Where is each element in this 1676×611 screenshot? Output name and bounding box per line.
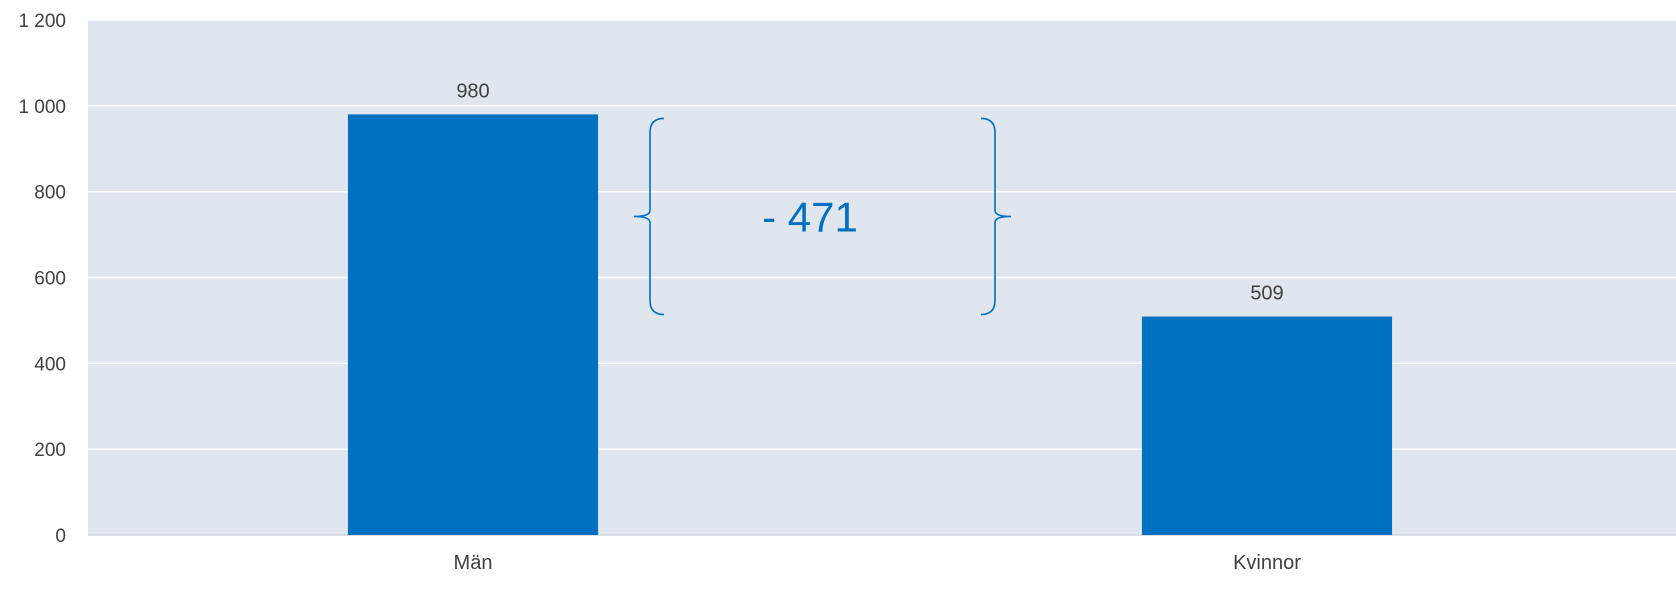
y-tick-label: 0 [55,526,66,547]
data-label: 980 [456,80,489,102]
y-tick-label: 1 000 [18,97,66,118]
right-brace [980,117,1012,316]
y-tick-label: 600 [34,269,66,290]
category-label: Kvinnor [1233,552,1301,574]
difference-label: - 471 [762,193,858,240]
category-label: Män [454,552,493,574]
y-tick-label: 800 [34,183,66,204]
y-tick-label: 1 200 [18,11,66,32]
bar-1 [1141,316,1393,535]
y-tick-label: 200 [34,440,66,461]
data-label: 509 [1250,283,1283,305]
bar-0 [347,114,599,536]
left-brace [633,117,665,316]
bars [347,114,1393,536]
labels: 0 200 400 600 800 1 000 1 200 980 Män 509 Kvinnor [18,11,1301,574]
difference-annotation: - 471 [633,117,1012,316]
y-tick-label: 400 [34,354,66,375]
